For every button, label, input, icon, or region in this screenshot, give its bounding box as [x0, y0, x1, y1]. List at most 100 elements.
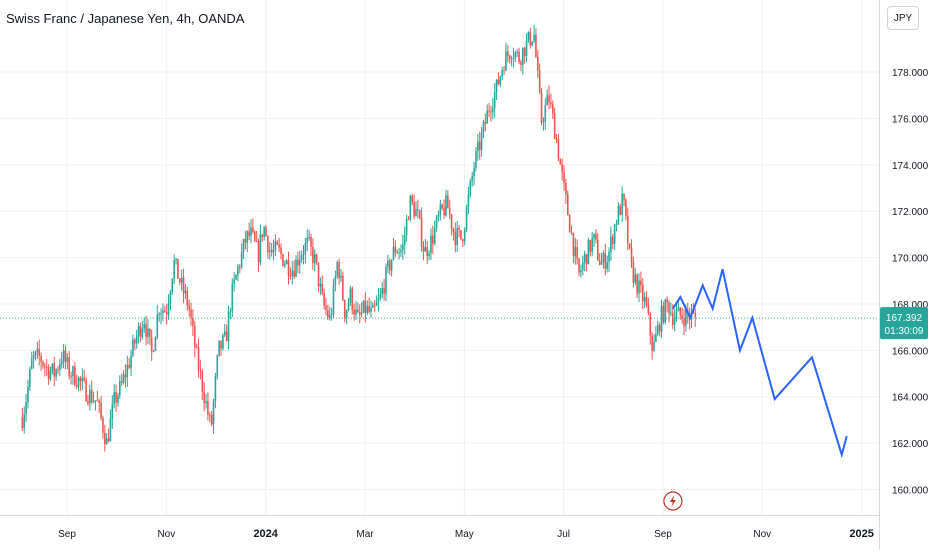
candle-body: [368, 306, 370, 312]
candle-body: [96, 400, 99, 402]
x-tick-label: Sep: [58, 529, 76, 540]
candle-body: [493, 92, 496, 108]
candle-body: [343, 300, 346, 318]
candle-body: [460, 230, 462, 240]
candle-body: [132, 339, 134, 356]
y-tick-label: 172.000: [892, 207, 929, 218]
y-tick-label: 170.000: [892, 254, 929, 265]
candle-body: [105, 438, 108, 445]
candle-body: [570, 232, 573, 234]
candle-body: [561, 164, 563, 173]
candle-body: [462, 239, 464, 242]
candle-body: [330, 314, 333, 316]
candle-body: [276, 241, 279, 245]
candle-body: [580, 270, 582, 273]
candle-body: [240, 251, 243, 267]
candle-body: [537, 56, 539, 71]
candle-body: [638, 280, 640, 294]
candle-body: [447, 195, 449, 209]
candle-body: [600, 262, 603, 265]
candle-body: [664, 299, 667, 323]
candle-body: [623, 193, 625, 200]
candle-body: [85, 379, 87, 402]
candle-body: [165, 312, 168, 315]
candle-body: [529, 31, 532, 46]
candle-body: [75, 384, 78, 387]
candle-body: [147, 328, 149, 337]
candle-body: [220, 340, 222, 349]
candle-body: [445, 195, 447, 216]
candle-body: [306, 237, 309, 244]
candle-body: [297, 259, 299, 266]
y-tick-label: 162.000: [892, 439, 929, 450]
candle-body: [261, 234, 264, 238]
candle-body: [100, 402, 102, 418]
candle-body: [585, 254, 588, 265]
candle-body: [250, 227, 252, 236]
candle-body: [287, 260, 290, 276]
candle-body: [649, 313, 652, 336]
candle-body: [298, 259, 301, 266]
candle-body: [74, 366, 76, 385]
candle-body: [248, 231, 250, 236]
candle-body: [525, 40, 528, 57]
y-tick-label: 174.000: [892, 161, 929, 172]
candle-body: [632, 261, 635, 283]
candle-body: [38, 349, 41, 356]
candle-body: [373, 305, 376, 307]
candle-body: [527, 31, 530, 41]
candle-body: [488, 110, 490, 112]
candle-body: [332, 284, 335, 315]
candle-body: [628, 243, 631, 249]
candle-body: [134, 339, 136, 344]
candle-body: [630, 248, 633, 262]
candle-body: [409, 195, 412, 220]
candle-body: [338, 262, 340, 279]
candle-body: [653, 341, 655, 351]
candle-body: [94, 400, 97, 402]
candle-body: [531, 41, 533, 46]
candle-body: [152, 350, 155, 352]
candle-body: [576, 247, 578, 259]
candle-body: [559, 159, 562, 165]
candle-body: [308, 236, 310, 238]
candle-body: [587, 239, 590, 265]
candle-body: [104, 432, 106, 445]
candle-body: [259, 234, 262, 263]
candle-body: [683, 318, 685, 326]
candle-body: [568, 215, 571, 233]
candle-body: [383, 287, 385, 294]
candle-body: [270, 250, 273, 253]
currency-selector[interactable]: JPY: [887, 6, 919, 30]
candle-body: [482, 121, 485, 134]
candle-body: [668, 302, 670, 314]
candle-body: [463, 229, 466, 242]
candle-body: [538, 70, 541, 93]
candle-body: [253, 231, 256, 241]
candle-body: [143, 324, 145, 329]
candle-body: [465, 207, 468, 230]
candle-body: [115, 392, 117, 403]
misc-layer: 167.392 01:30:09: [0, 307, 928, 511]
candle-body: [480, 133, 483, 150]
candle-body: [193, 325, 196, 348]
candle-body: [27, 386, 29, 402]
x-tick-label: 2024: [253, 528, 278, 540]
candle-body: [164, 310, 166, 313]
candle-body: [319, 283, 322, 287]
candle-body: [120, 381, 123, 383]
candle-body: [349, 288, 352, 303]
candle-body: [553, 113, 556, 140]
candle-body: [190, 309, 192, 319]
candle-body: [641, 285, 644, 302]
candle-body: [327, 310, 329, 318]
candle-body: [604, 252, 607, 269]
candle-body: [51, 363, 54, 371]
candle-body: [634, 274, 637, 283]
candle-body: [355, 309, 357, 315]
candle-body: [443, 208, 445, 216]
candle-body: [617, 206, 620, 224]
candle-body: [535, 34, 537, 57]
